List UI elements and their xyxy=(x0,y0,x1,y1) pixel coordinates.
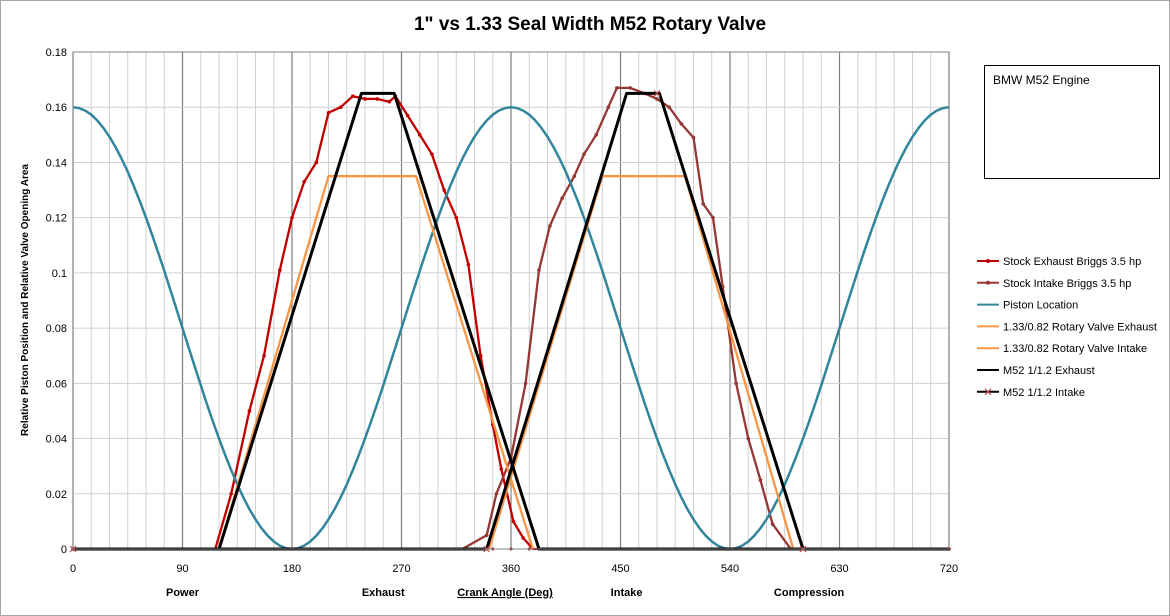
data-point xyxy=(417,133,422,137)
note-box-text: BMW M52 Engine xyxy=(993,73,1090,87)
legend-marker xyxy=(984,388,992,396)
chart-title: 1" vs 1.33 Seal Width M52 Rotary Valve xyxy=(414,14,766,35)
data-point xyxy=(484,533,489,537)
data-point xyxy=(572,174,577,179)
x-tick-label: 450 xyxy=(611,563,629,575)
y-tick-label: 0.14 xyxy=(46,157,67,169)
data-point xyxy=(758,478,763,482)
data-point xyxy=(511,519,516,524)
data-point xyxy=(314,160,319,165)
y-tick-label: 0.18 xyxy=(46,47,67,59)
y-tick-label: 0.02 xyxy=(46,489,67,501)
data-point xyxy=(278,268,282,272)
data-point xyxy=(628,86,633,90)
data-point xyxy=(494,491,499,496)
legend-marker xyxy=(986,259,990,263)
data-point xyxy=(770,522,775,526)
series-line-3 xyxy=(72,105,950,551)
data-point xyxy=(338,105,343,110)
legend: Stock Exhaust Briggs 3.5 hp Stock Intake … xyxy=(977,256,1157,399)
data-point xyxy=(701,202,706,206)
data-point xyxy=(537,268,541,272)
data-point xyxy=(521,536,525,540)
data-point xyxy=(363,97,367,101)
axes: 0 0.02 0.04 0.06 0.08 0.1 0.12 0.14 0.16 0.18 0 90 1… xyxy=(46,47,959,599)
series-line-5 xyxy=(487,175,795,550)
y-tick-label: 0.1 xyxy=(52,268,67,280)
data-point xyxy=(262,353,266,358)
data-point xyxy=(375,97,379,101)
y-axis-label: Relative Piston Position and Relative Va… xyxy=(20,164,31,436)
data-point xyxy=(302,179,306,184)
data-point xyxy=(560,196,564,201)
data-point xyxy=(387,99,392,104)
data-point xyxy=(606,105,611,110)
data-point xyxy=(655,97,659,101)
x-marker xyxy=(653,89,661,97)
legend-label: M52 1/1.2 Intake xyxy=(1003,387,1085,399)
data-point xyxy=(229,491,233,496)
data-point xyxy=(290,215,294,220)
phase-label: Compression xyxy=(774,587,845,599)
data-point xyxy=(405,113,410,118)
data-point xyxy=(734,381,738,386)
data-point xyxy=(711,215,715,220)
x-axis-label: Crank Angle (Deg) xyxy=(457,587,553,599)
y-tick-label: 0.06 xyxy=(46,378,67,390)
x-tick-label: 720 xyxy=(940,563,958,575)
data-point xyxy=(466,262,471,267)
data-point xyxy=(679,121,684,126)
data-point xyxy=(582,152,586,156)
data-point xyxy=(442,188,446,192)
phase-label: Exhaust xyxy=(362,587,405,599)
phase-label: Intake xyxy=(611,587,643,599)
legend-label: Stock Exhaust Briggs 3.5 hp xyxy=(1003,256,1141,268)
y-tick-label: 0.16 xyxy=(46,102,67,114)
y-tick-label: 0.08 xyxy=(46,323,67,335)
x-tick-label: 180 xyxy=(283,563,301,575)
data-point xyxy=(746,436,751,441)
data-point xyxy=(691,135,696,140)
data-point xyxy=(351,94,355,98)
legend-label: Stock Intake Briggs 3.5 hp xyxy=(1003,278,1131,290)
plot-area-border xyxy=(72,51,950,550)
data-point xyxy=(667,105,671,110)
series-line-4 xyxy=(217,175,534,550)
data-point xyxy=(454,215,459,220)
x-tick-label: 360 xyxy=(502,563,520,575)
data-point xyxy=(326,110,331,115)
x-tick-label: 0 xyxy=(70,563,76,575)
x-tick-label: 270 xyxy=(392,563,410,575)
legend-label: M52 1/1.2 Exhaust xyxy=(1003,365,1095,377)
data-point xyxy=(615,86,619,90)
legend-marker xyxy=(986,280,990,285)
note-box: BMW M52 Engine xyxy=(984,65,1160,179)
data-point xyxy=(594,133,598,137)
data-point xyxy=(499,467,504,471)
x-tick-label: 540 xyxy=(721,563,739,575)
legend-label: 1.33/0.82 Rotary Valve Intake xyxy=(1003,343,1147,355)
y-tick-label: 0.04 xyxy=(46,434,67,446)
data-point xyxy=(548,224,552,228)
data-point xyxy=(523,381,528,386)
x-tick-label: 630 xyxy=(830,563,848,575)
y-tick-label: 0.12 xyxy=(46,213,67,225)
data-point xyxy=(430,152,434,156)
data-point xyxy=(478,353,483,358)
legend-label: 1.33/0.82 Rotary Valve Exhaust xyxy=(1003,321,1157,333)
y-tick-label: 0 xyxy=(61,544,67,556)
data-point xyxy=(247,409,252,413)
phase-label: Power xyxy=(166,587,200,599)
x-tick-label: 90 xyxy=(176,563,188,575)
legend-label: Piston Location xyxy=(1003,300,1078,312)
